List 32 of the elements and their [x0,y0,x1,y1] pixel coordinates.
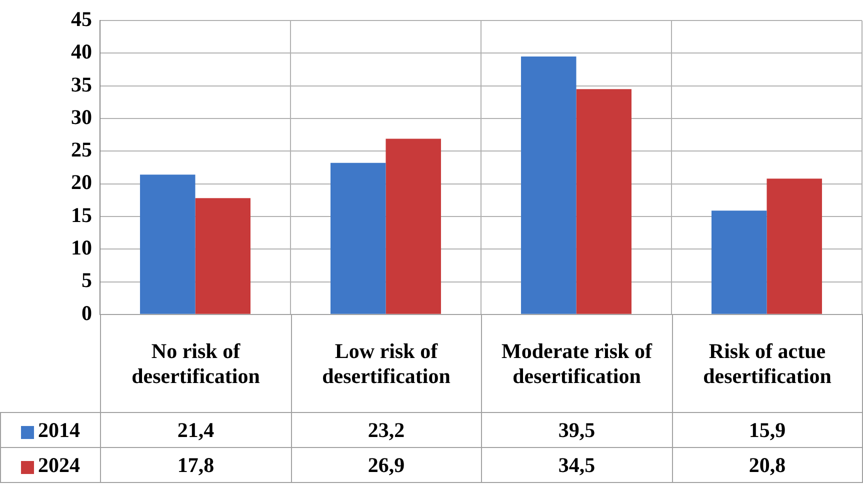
x-tick-label: Moderate risk of desertification [482,314,672,413]
bar [386,138,441,314]
bar [712,210,767,314]
y-tick-label: 25 [71,138,92,162]
y-tick-label: 35 [71,72,92,96]
bar [766,178,822,314]
bar [195,198,250,314]
data-label: 20,8 [672,448,862,483]
bar [140,174,196,314]
legend-label: 2024 [0,448,100,483]
y-tick-label: 30 [71,104,92,129]
data-label: 39,5 [482,412,672,448]
data-label: 23,2 [291,412,482,448]
x-tick-label: Risk of actue desertification [672,314,862,413]
bar [330,162,386,314]
data-label: 15,9 [672,412,862,448]
y-tick-label: 40 [71,40,92,64]
y-tick-label: 10 [71,236,92,260]
data-label: 17,8 [100,448,291,483]
y-tick-label: 5 [82,268,92,292]
data-label: 34,5 [482,448,672,483]
y-tick-label: 0 [82,300,92,325]
x-tick-label: No risk of desertification [100,314,291,413]
data-label: 21,4 [100,412,291,448]
y-tick-label: 15 [71,202,92,227]
y-tick-label: 45 [71,7,92,32]
legend-label: 2014 [0,412,100,448]
x-tick-label: Low risk of desertification [291,314,482,413]
bar [576,89,632,314]
y-tick-label: 20 [71,170,92,194]
data-label: 26,9 [291,448,482,483]
bar [521,56,576,314]
